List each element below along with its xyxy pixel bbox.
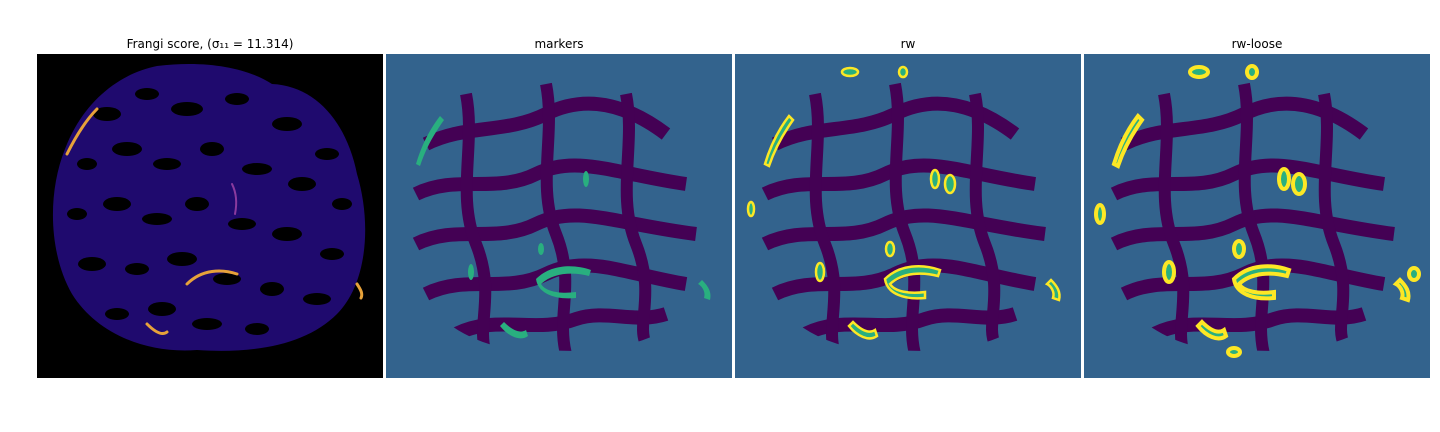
panel-title-frangi: Frangi score, (σ₁₁ = 11.314) <box>126 37 294 51</box>
rw-loose-segments <box>1094 64 1421 358</box>
rw-loose-plot <box>1084 54 1430 378</box>
frangi-score-image <box>37 54 383 378</box>
panel-title-markers: markers <box>534 37 584 51</box>
rw-loose-image <box>1084 54 1430 378</box>
markers-image <box>386 54 732 378</box>
marker-labels <box>416 116 711 339</box>
rw-plot <box>735 54 1081 378</box>
rw-image <box>735 54 1081 378</box>
panel-title-rw-loose: rw-loose <box>1231 37 1283 51</box>
frangi-bright-vessels <box>65 107 364 336</box>
markers-tissue-strands <box>412 82 697 351</box>
frangi-tissue-region <box>52 64 366 351</box>
frangi-score-plot <box>37 54 383 378</box>
markers-plot <box>386 54 732 378</box>
panel-title-rw: rw <box>900 37 916 51</box>
rw-segments <box>746 65 1061 340</box>
frangi-pores <box>67 88 352 335</box>
